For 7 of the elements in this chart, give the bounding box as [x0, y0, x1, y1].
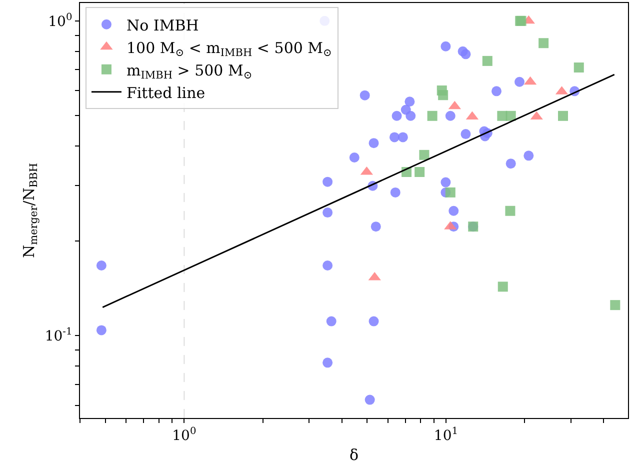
legend-label: Fitted line: [126, 84, 206, 102]
x-axis-title: δ: [349, 446, 359, 464]
legend-label: 100 M$_{⊙}$ < m$_{IMBH}$ < 500 M$_{⊙}$: [126, 38, 332, 59]
legend-label: m$_{IMBH}$ > 500 M$_{⊙}$: [126, 61, 252, 82]
y-tick-label: 10$^{-1}$: [44, 326, 72, 344]
x-tick-label: 10$^{1}$: [434, 426, 458, 444]
legend-label: No IMBH: [126, 16, 199, 34]
